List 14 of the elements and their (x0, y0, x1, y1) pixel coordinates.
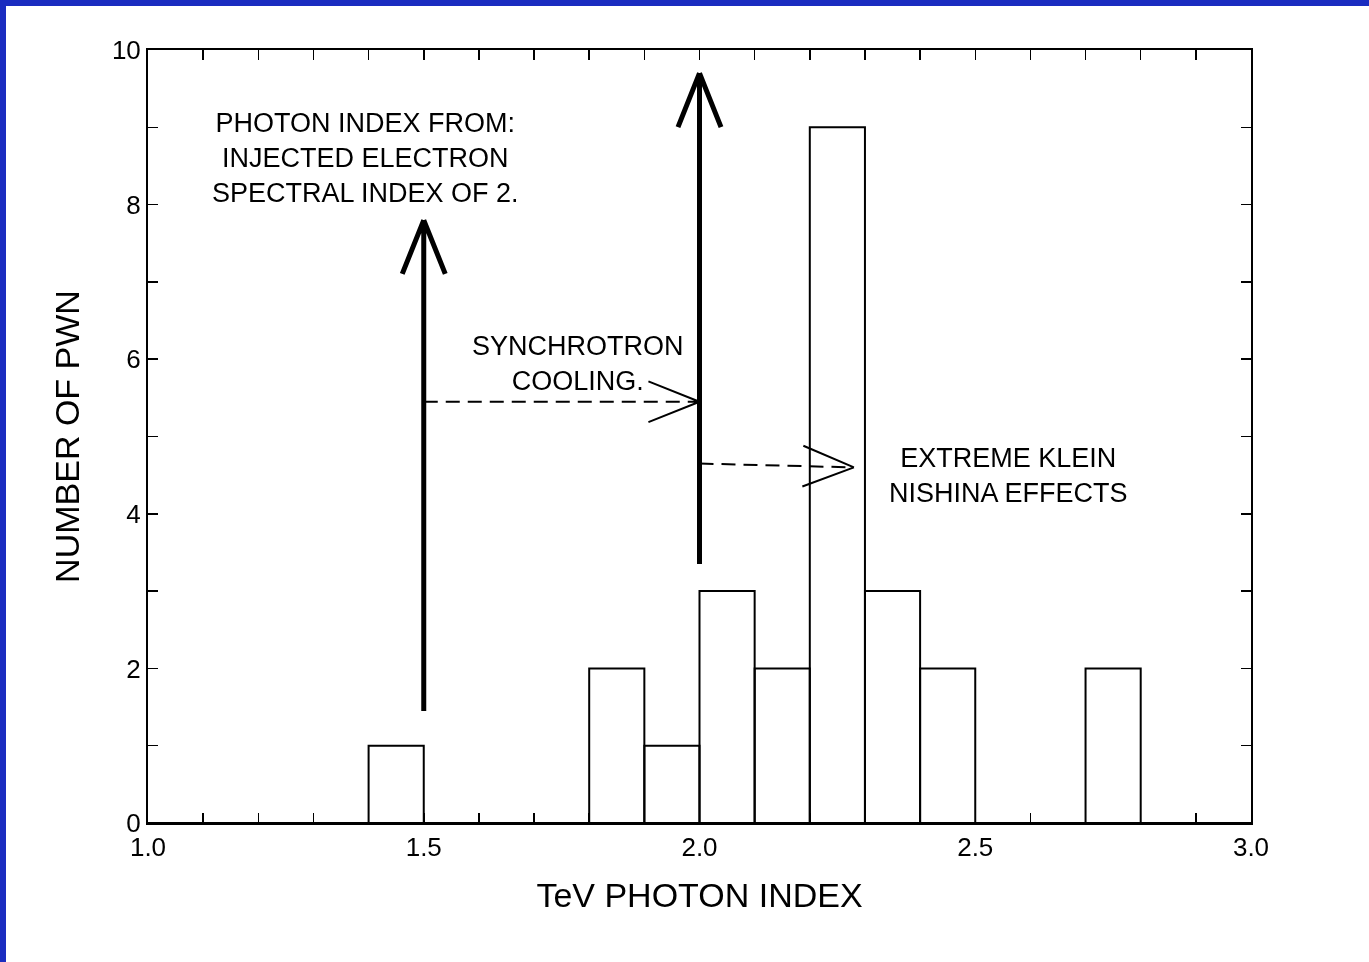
y-tick-label: 4 (126, 498, 141, 529)
x-tick-label: 3.0 (1232, 832, 1270, 863)
y-tick-label: 2 (126, 653, 141, 684)
x-tick-label: 1.5 (405, 832, 442, 863)
y-axis-title: NUMBER OF PWN (47, 290, 86, 583)
x-tick-label: 2.0 (681, 832, 718, 863)
x-tick-label: 2.5 (957, 832, 994, 863)
annotation: SYNCHROTRON COOLING. (472, 331, 684, 397)
y-tick-label: 6 (126, 344, 141, 375)
x-axis-title: TeV PHOTON INDEX (536, 876, 863, 914)
y-tick-label: 8 (126, 189, 141, 220)
annotation: EXTREME KLEIN NISHINA EFFECTS (889, 443, 1128, 509)
annotation: PHOTON INDEX FROM: INJECTED ELECTRON SPECTRAL INDEX OF 2. (212, 108, 519, 209)
y-tick-label: 10 (111, 35, 141, 66)
